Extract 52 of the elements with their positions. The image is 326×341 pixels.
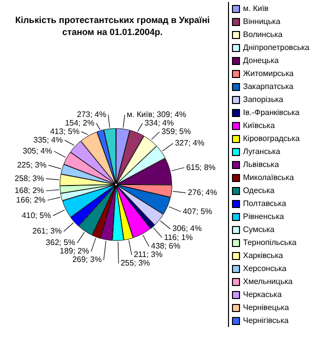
data-label: 255; 3%	[120, 258, 150, 268]
legend-label: м. Київ	[243, 4, 269, 13]
data-label: 211; 3%	[134, 250, 162, 260]
data-label: 410; 5%	[22, 210, 52, 220]
legend-label: Сумська	[243, 225, 274, 234]
data-label: 407; 5%	[182, 206, 212, 216]
text: Кількість протестантських громад в Україні станом на 01.01.2004р.	[14, 14, 211, 38]
data-label: 273; 4%	[76, 110, 106, 119]
data-label: 438; 6%	[151, 242, 180, 251]
data-label: 154; 2%	[64, 118, 94, 128]
data-label: 276; 4%	[188, 188, 218, 198]
data-label: 359; 5%	[161, 127, 191, 136]
data-label: 116; 1%	[164, 232, 193, 242]
data-label: 362; 5%	[46, 238, 76, 248]
legend-label: Ів.-Франківська	[243, 108, 300, 117]
legend-label: Херсонська	[243, 264, 286, 273]
legend-label: Вінницька	[243, 17, 280, 26]
legend-label: Хмельницька	[243, 277, 293, 286]
data-label: 261; 3%	[32, 226, 62, 236]
legend-label: Київська	[243, 121, 275, 130]
data-label: 335; 4%	[33, 135, 63, 144]
data-label: 189; 2%	[60, 246, 90, 256]
data-label: м. Київ; 309; 4%	[126, 110, 186, 120]
legend-label: Тернопільська	[243, 238, 296, 247]
legend-label: Запорізька	[243, 95, 284, 104]
legend-label: Полтавська	[243, 199, 286, 208]
data-label: 168; 2%	[14, 186, 44, 196]
data-label: 225; 3%	[17, 160, 46, 170]
data-label: 334; 4%	[144, 118, 174, 128]
legend-label: Донецька	[243, 56, 279, 65]
legend-label: Луганська	[243, 147, 280, 156]
legend-label: Чернівецька	[243, 303, 289, 312]
data-label: 413; 5%	[50, 126, 80, 136]
legend-label: Закарпатська	[243, 82, 294, 91]
legend-label: Житомирська	[243, 69, 294, 78]
data-label: 166; 2%	[16, 195, 46, 204]
data-label: 258; 3%	[14, 174, 44, 183]
legend-label: Чернігівська	[243, 316, 289, 325]
data-label: 269; 3%	[72, 255, 102, 264]
legend-label: Кіровоградська	[243, 134, 300, 143]
data-label: 615; 8%	[186, 162, 216, 172]
data-label: 305; 4%	[22, 146, 52, 156]
data-label: 306; 4%	[172, 224, 202, 234]
legend-label: Рівненська	[243, 212, 284, 221]
legend-label: Черкаська	[243, 290, 282, 299]
legend-label: Миколаївська	[243, 173, 294, 182]
legend-label: Харківська	[243, 251, 283, 260]
legend-label: Дніпропетровська	[243, 43, 310, 52]
legend-label: Львівська	[243, 160, 279, 169]
data-label: 327; 4%	[174, 138, 204, 148]
legend-label: Волинська	[243, 30, 282, 39]
legend-label: Одеська	[243, 186, 274, 195]
